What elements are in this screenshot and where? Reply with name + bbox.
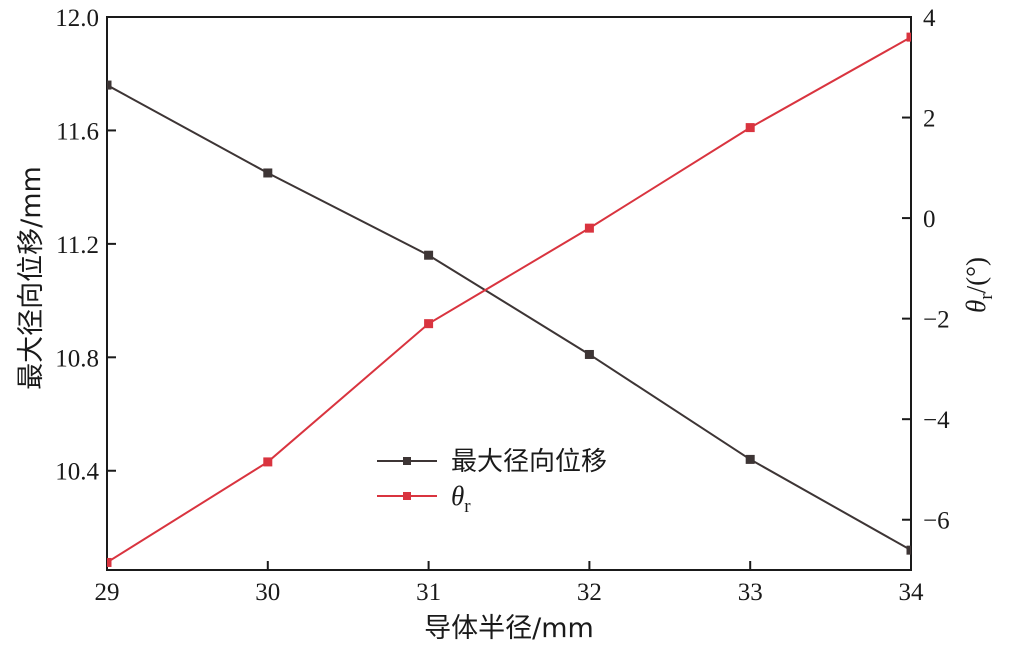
- series-layer: [107, 32, 911, 567]
- right-y-tick-label: −2: [923, 307, 950, 334]
- data-point: [745, 454, 755, 464]
- right-y-axis-title-symbol: θ: [961, 300, 991, 313]
- right-y-axis-title-unit: /(°): [961, 257, 991, 293]
- right-y-tick-label: 0: [923, 206, 936, 233]
- x-tick-label: 30: [255, 579, 280, 606]
- legend-label-displacement: 最大径向位移: [451, 447, 607, 477]
- left-y-axis-ticks: 10.4 10.8 11.2 11.6 12.0: [55, 5, 116, 486]
- series-theta-r: [107, 32, 911, 567]
- series-max-radial-displacement: [107, 80, 911, 555]
- plot-frame: [106, 16, 912, 571]
- legend-label-theta-symbol: θ: [451, 481, 464, 511]
- right-y-tick-label: −6: [923, 508, 950, 535]
- data-point: [263, 168, 273, 178]
- left-y-axis-title: 最大径向位移/mm: [16, 166, 47, 390]
- right-y-tick-label: −4: [923, 407, 950, 434]
- data-point: [906, 32, 911, 42]
- data-point: [424, 250, 434, 260]
- left-y-tick-label: 12.0: [55, 5, 99, 32]
- data-point: [263, 457, 273, 467]
- x-axis-ticks: 29 30 31 32 33 34: [95, 561, 925, 606]
- x-tick-label: 29: [95, 579, 120, 606]
- data-point: [107, 557, 112, 567]
- left-y-tick-label: 11.6: [56, 118, 99, 145]
- series-line: [107, 36, 911, 564]
- right-y-axis-title: θr/(°): [961, 257, 997, 313]
- left-y-tick-label: 10.4: [55, 459, 99, 486]
- x-tick-label: 32: [577, 579, 602, 606]
- x-tick-label: 33: [738, 579, 763, 606]
- data-point: [584, 349, 594, 359]
- x-axis-title: 导体半径/mm: [424, 613, 594, 644]
- data-point: [107, 80, 112, 90]
- series-line: [107, 84, 911, 552]
- legend-label-theta: θr: [451, 481, 471, 517]
- legend-marker-displacement: [403, 457, 411, 465]
- x-tick-label: 34: [899, 579, 925, 606]
- left-y-tick-label: 11.2: [56, 232, 99, 259]
- legend: 最大径向位移 θr: [377, 447, 607, 517]
- x-tick-label: 31: [416, 579, 441, 606]
- data-point: [424, 319, 434, 329]
- data-point: [906, 545, 911, 555]
- right-y-tick-label: 4: [923, 5, 936, 32]
- right-y-axis-ticks: −6 −4 −2 0 2 4: [902, 5, 950, 535]
- right-y-axis-title-subscript: r: [976, 293, 997, 300]
- legend-marker-theta: [403, 492, 411, 500]
- data-point: [584, 223, 594, 233]
- legend-label-theta-subscript: r: [464, 496, 471, 517]
- data-point: [745, 123, 755, 133]
- left-y-tick-label: 10.8: [55, 345, 99, 372]
- right-y-tick-label: 2: [923, 106, 936, 133]
